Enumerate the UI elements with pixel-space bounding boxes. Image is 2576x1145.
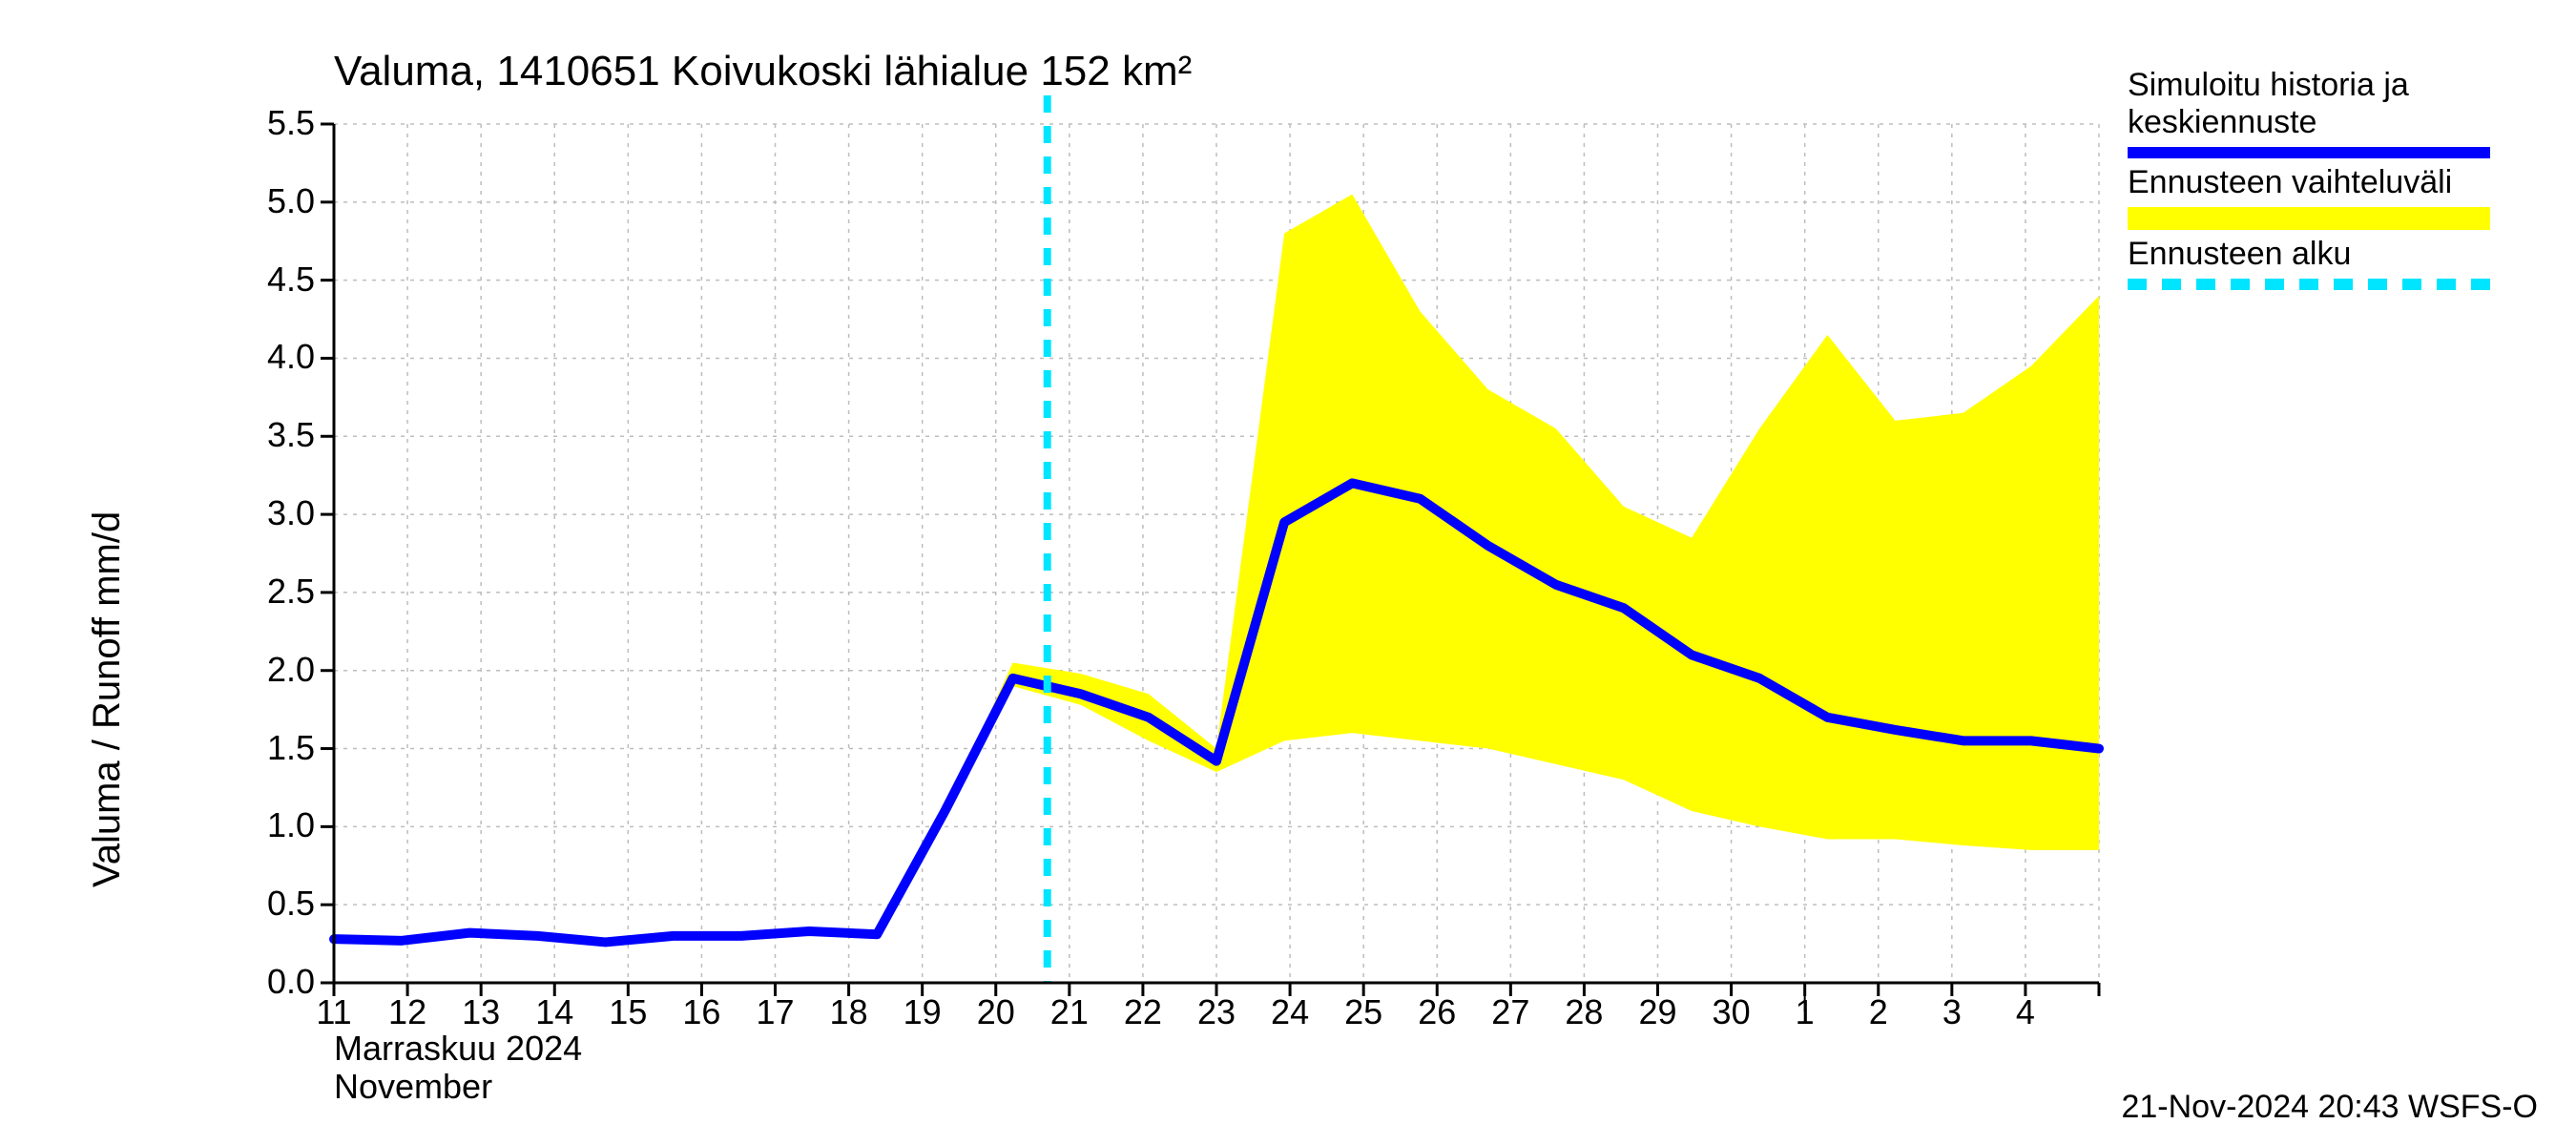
- legend-label: keskiennuste: [2128, 104, 2490, 141]
- legend-entry: Ennusteen vaihteluväli: [2128, 164, 2490, 230]
- x-tick-label: 23: [1197, 992, 1236, 1032]
- legend-label: Ennusteen vaihteluväli: [2128, 164, 2490, 201]
- x-tick-label: 14: [535, 992, 573, 1032]
- x-tick-label: 17: [756, 992, 794, 1032]
- x-tick-label: 13: [462, 992, 500, 1032]
- x-tick-label: 18: [830, 992, 868, 1032]
- legend-swatch: [2128, 279, 2490, 290]
- x-tick-label: 21: [1050, 992, 1089, 1032]
- y-tick-label: 2.0: [200, 650, 315, 690]
- y-tick-label: 0.0: [200, 962, 315, 1002]
- x-tick-label: 12: [388, 992, 426, 1032]
- y-tick-label: 5.5: [200, 103, 315, 143]
- x-tick-label: 29: [1638, 992, 1676, 1032]
- legend-label: Ennusteen alku: [2128, 236, 2490, 273]
- x-tick-label: 25: [1344, 992, 1382, 1032]
- y-tick-label: 1.0: [200, 805, 315, 845]
- x-tick-label: 27: [1491, 992, 1529, 1032]
- x-tick-label: 26: [1418, 992, 1456, 1032]
- x-sub-label-1: Marraskuu 2024: [334, 1029, 582, 1069]
- x-tick-label: 19: [904, 992, 942, 1032]
- legend-label: Simuloitu historia ja: [2128, 67, 2490, 104]
- timestamp-label: 21-Nov-2024 20:43 WSFS-O: [2121, 1089, 2538, 1126]
- x-tick-label: 20: [977, 992, 1015, 1032]
- y-tick-label: 0.5: [200, 884, 315, 924]
- x-tick-label: 4: [2016, 992, 2035, 1032]
- y-tick-label: 3.5: [200, 415, 315, 455]
- legend-entry: Ennusteen alku: [2128, 236, 2490, 290]
- legend-entry: Simuloitu historia jakeskiennuste: [2128, 67, 2490, 158]
- y-tick-label: 5.0: [200, 181, 315, 221]
- x-tick-label: 22: [1124, 992, 1162, 1032]
- x-tick-label: 15: [609, 992, 647, 1032]
- y-tick-label: 3.0: [200, 493, 315, 533]
- x-tick-label: 1: [1796, 992, 1815, 1032]
- legend-swatch: [2128, 207, 2490, 230]
- x-tick-label: 3: [1942, 992, 1962, 1032]
- x-sub-label-2: November: [334, 1067, 492, 1107]
- x-tick-label: 2: [1869, 992, 1888, 1032]
- x-tick-label: 24: [1271, 992, 1309, 1032]
- x-tick-label: 28: [1565, 992, 1603, 1032]
- legend: Simuloitu historia jakeskiennuste Ennuste…: [2128, 67, 2490, 296]
- chart-container: Valuma, 1410651 Koivukoski lähialue 152 …: [0, 0, 2576, 1145]
- y-tick-label: 4.0: [200, 337, 315, 377]
- y-tick-label: 4.5: [200, 260, 315, 300]
- x-tick-label: 11: [316, 992, 351, 1032]
- y-tick-label: 1.5: [200, 728, 315, 768]
- y-tick-label: 2.5: [200, 572, 315, 612]
- x-tick-label: 16: [682, 992, 720, 1032]
- x-tick-label: 30: [1713, 992, 1751, 1032]
- legend-swatch: [2128, 147, 2490, 158]
